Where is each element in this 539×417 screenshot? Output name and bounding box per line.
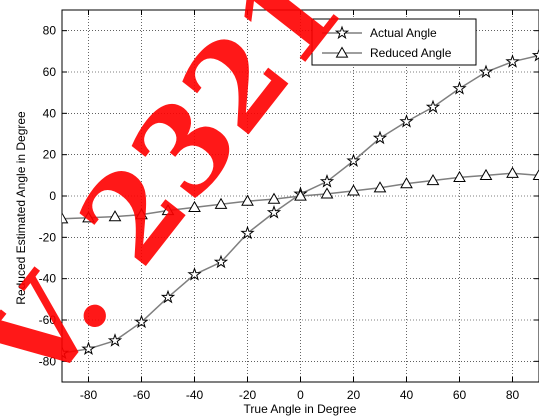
legend-triangle-marker (335, 46, 349, 58)
star-marker (531, 47, 539, 62)
star-marker (399, 114, 414, 128)
star-marker (452, 81, 467, 95)
triangle-marker (108, 210, 122, 222)
legend-marker-actual (334, 25, 350, 40)
y-tick-label: 80 (43, 24, 57, 38)
y-tick-label: -40 (39, 272, 57, 286)
triangle-marker (453, 170, 466, 183)
y-tick-label: -80 (39, 354, 57, 368)
star-marker (160, 289, 176, 304)
x-ticks: -80 -60 -40 -20 0 20 40 60 80 (80, 10, 520, 402)
x-tick-label: -40 (186, 388, 204, 402)
star-marker (319, 174, 335, 188)
star-marker (266, 205, 282, 219)
triangle-marker (267, 192, 281, 204)
x-tick-label: 60 (453, 388, 467, 402)
legend-star-marker (334, 25, 350, 40)
star-marker (425, 99, 441, 114)
triangle-marker (373, 181, 387, 193)
legend-label-reduced: Reduced Angle (370, 46, 452, 60)
triangle-marker (161, 203, 175, 216)
star-marker (81, 341, 96, 356)
legend-label-actual: Actual Angle (370, 26, 437, 40)
star-marker (240, 225, 255, 240)
star-marker (62, 345, 70, 360)
series-reduced-angle (62, 166, 539, 224)
triangle-marker (479, 168, 493, 180)
y-ticks: -80 -60 -40 -20 0 20 40 60 80 (39, 24, 539, 368)
star-marker (505, 54, 520, 68)
triangle-marker (506, 166, 519, 178)
star-marker (478, 64, 494, 79)
triangle-marker (82, 211, 95, 223)
y-tick-label: -20 (39, 230, 57, 244)
legend: Actual Angle Reduced Angle (311, 18, 477, 66)
star-marker (372, 130, 388, 145)
x-tick-label: -60 (133, 388, 151, 402)
y-axis-label: Reduced Estimated Angle in Degree (14, 111, 28, 305)
y-tick-label: 20 (43, 148, 57, 162)
y-tick-label: 40 (43, 106, 57, 120)
star-marker (346, 153, 361, 167)
x-tick-label: 80 (506, 388, 520, 402)
series-layer (62, 47, 539, 360)
triangle-marker (135, 208, 148, 220)
star-marker (107, 333, 123, 347)
plot-area: -80 -60 -40 -20 0 20 40 60 80 -80 -60 -40 -20 0 20 40 6… (39, 9, 539, 402)
triangle-marker (241, 194, 254, 206)
y-tick-label: -60 (39, 313, 57, 327)
x-axis-label: True Angle in Degree (244, 402, 357, 416)
triangle-marker (400, 177, 413, 189)
legend-box (311, 18, 477, 66)
triangle-marker (294, 189, 307, 201)
triangle-marker (347, 184, 360, 196)
triangle-marker (62, 212, 69, 224)
triangle-marker (426, 173, 440, 186)
legend-marker-reduced (335, 46, 349, 58)
x-tick-label: 0 (297, 388, 304, 402)
triangle-marker (214, 197, 228, 209)
x-tick-label: 20 (347, 388, 361, 402)
y-tick-label: 0 (49, 189, 56, 203)
x-tick-label: -80 (80, 388, 98, 402)
triangle-marker (188, 200, 201, 212)
star-marker (187, 267, 202, 281)
x-tick-label: 40 (400, 388, 414, 402)
star-marker (134, 314, 149, 329)
y-tick-label: 60 (43, 65, 57, 79)
triangle-marker (532, 168, 539, 180)
star-marker (213, 254, 229, 269)
x-tick-label: -20 (239, 388, 257, 402)
triangle-marker (320, 187, 334, 199)
